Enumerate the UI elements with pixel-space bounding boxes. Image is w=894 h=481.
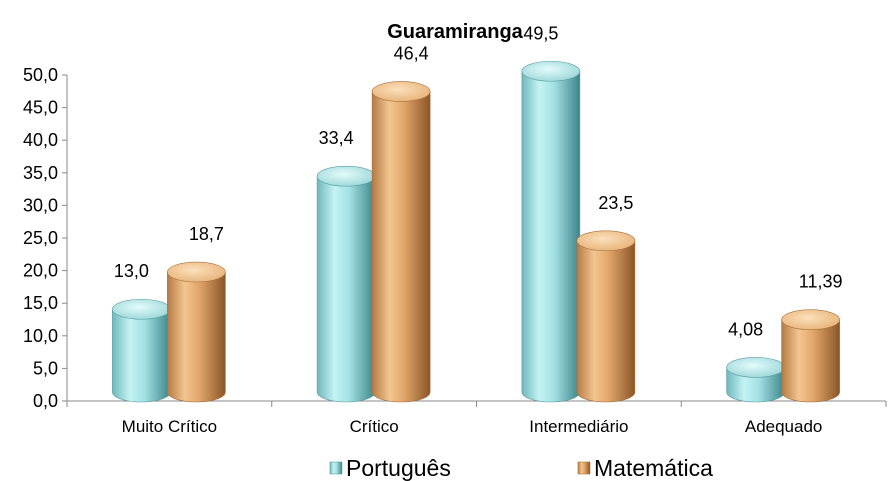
- bar: [781, 309, 840, 403]
- bar-top: [781, 309, 840, 331]
- data-label: 49,5: [523, 23, 558, 43]
- bar: [112, 298, 171, 403]
- data-label: 18,7: [189, 224, 224, 244]
- y-tick-label: 25,0: [23, 228, 58, 248]
- bar-body: [781, 319, 840, 403]
- data-label: 13,0: [114, 261, 149, 281]
- bar: [316, 165, 376, 403]
- y-ticks: 0,0 5,0 10,0 15,0 20,0 25,0 30,0 35,0 40,0 45,0 50…: [23, 65, 67, 411]
- x-tick-label: Crítico: [350, 417, 399, 436]
- bar-top: [521, 60, 581, 82]
- x-tick-label: Muito Crítico: [122, 417, 217, 436]
- legend-label: Português: [346, 455, 451, 481]
- bar-top: [112, 298, 171, 320]
- legend-item: Matemática: [577, 455, 713, 481]
- bar: [576, 230, 636, 403]
- bar-body: [521, 70, 581, 403]
- y-tick-label: 45,0: [23, 98, 58, 118]
- data-label: 4,08: [728, 319, 763, 339]
- legend-swatch: [329, 461, 343, 475]
- x-tick-label: Intermediário: [529, 417, 628, 436]
- y-tick-label: 10,0: [23, 326, 58, 346]
- bar-top: [576, 230, 636, 252]
- y-tick-label: 40,0: [23, 130, 58, 150]
- x-tick-label: Adequado: [745, 417, 823, 436]
- bar-body: [576, 240, 636, 403]
- data-label: 11,39: [799, 272, 843, 292]
- bar: [371, 81, 431, 403]
- y-tick-label: 0,0: [33, 391, 58, 411]
- data-label: 46,4: [394, 43, 429, 63]
- y-tick-label: 30,0: [23, 195, 58, 215]
- bar-top: [167, 261, 226, 283]
- legend-item: Português: [329, 455, 451, 481]
- bar: [521, 60, 581, 403]
- bar-top: [316, 165, 376, 187]
- y-tick-label: 50,0: [23, 65, 58, 85]
- legend-swatch: [577, 461, 591, 475]
- legend-label: Matemática: [594, 455, 713, 481]
- y-tick-label: 5,0: [33, 358, 58, 378]
- data-label: 23,5: [598, 193, 633, 213]
- x-axis: Muito Crítico Crítico Intermediário Adequad…: [66, 400, 887, 436]
- bar-top: [726, 357, 785, 378]
- plot-area: [112, 60, 840, 403]
- bar-body: [316, 175, 376, 403]
- y-tick-label: 15,0: [23, 293, 58, 313]
- bar: [726, 357, 785, 403]
- data-label: 33,4: [319, 128, 354, 148]
- y-tick-label: 35,0: [23, 163, 58, 183]
- legend: Português Matemática: [329, 455, 713, 481]
- data-labels: 13,0 18,7 33,4 46,4 49,5 23,5 4,08 11,39: [114, 23, 843, 339]
- chart-title: Guaramiranga: [387, 21, 523, 43]
- bar: [167, 261, 226, 403]
- y-axis: 0,0 5,0 10,0 15,0 20,0 25,0 30,0 35,0 40,0 45,0 50…: [23, 65, 68, 411]
- x-ticks: Muito Crítico Crítico Intermediário Adequad…: [66, 401, 887, 436]
- y-tick-label: 20,0: [23, 261, 58, 281]
- bar-body: [112, 308, 171, 403]
- bar-body: [167, 271, 226, 403]
- bar-top: [371, 81, 431, 102]
- bar-body: [371, 91, 431, 403]
